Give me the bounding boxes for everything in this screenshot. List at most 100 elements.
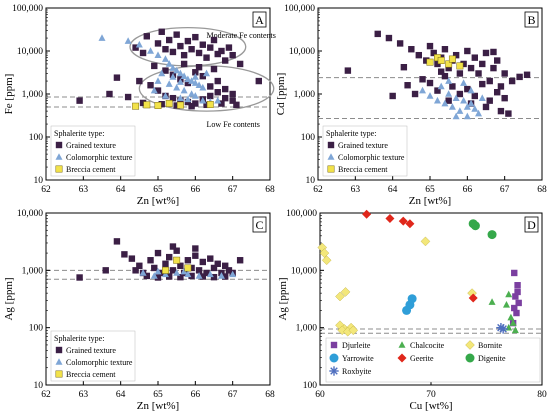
legend-marker-digenite (465, 353, 475, 363)
data-point (419, 76, 426, 83)
legend-box (50, 330, 136, 382)
y-tick-label: 100 (303, 381, 318, 391)
data-point (460, 79, 468, 86)
x-tick-label: 66 (191, 185, 201, 195)
y-axis-label: Fe [ppm] (3, 74, 15, 115)
legend-title: Sphalerite type: (326, 129, 376, 138)
data-point (505, 110, 512, 117)
data-point (445, 60, 453, 68)
data-point (139, 269, 147, 276)
data-point (389, 92, 396, 100)
data-point (471, 105, 479, 112)
y-tick-label: 1,000 (296, 324, 318, 334)
annotation: Moderate Fe contents (207, 31, 276, 40)
data-point (158, 100, 165, 108)
data-point (467, 99, 475, 107)
data-point (456, 90, 464, 98)
legend-marker-djurleite (330, 341, 338, 349)
data-point (255, 77, 262, 85)
data-point (176, 69, 184, 77)
data-point (132, 267, 139, 274)
data-point (150, 86, 158, 94)
data-point (437, 82, 445, 90)
data-point (467, 86, 475, 94)
data-point (225, 44, 233, 51)
series-colomorphic-texture (98, 34, 222, 105)
data-point (188, 46, 195, 53)
x-axis-label: Zn [wt%] (137, 400, 179, 412)
data-point (456, 107, 464, 114)
data-point (165, 80, 173, 87)
x-axis-label: Cu [wt%] (409, 400, 452, 412)
data-point (426, 79, 434, 87)
data-point (482, 103, 490, 111)
data-point (180, 51, 188, 59)
data-point (464, 85, 471, 93)
data-point (169, 94, 177, 102)
data-point (161, 270, 169, 278)
x-tick-label: 67 (228, 390, 238, 400)
data-point (479, 60, 486, 68)
data-point (441, 46, 449, 53)
data-point (233, 101, 240, 109)
data-point (139, 99, 147, 107)
panel-label-box (252, 216, 267, 233)
data-point (236, 257, 244, 264)
data-point (143, 33, 150, 40)
x-tick-label: 67 (228, 185, 238, 195)
data-point (188, 272, 195, 280)
data-point (486, 77, 493, 85)
data-point (396, 40, 404, 47)
data-point (445, 97, 452, 104)
legend-entry: Grained texture (338, 141, 388, 150)
data-point (76, 274, 83, 281)
data-point (76, 97, 83, 104)
data-point (124, 93, 132, 101)
data-point (456, 70, 464, 77)
data-point (210, 36, 218, 44)
data-point (188, 264, 195, 272)
data-point (385, 214, 395, 224)
legend-marker-grained (55, 346, 63, 354)
data-point (184, 95, 192, 103)
legend-marker-breccia (55, 165, 63, 173)
data-point (207, 83, 214, 90)
data-point (169, 267, 177, 274)
data-point (162, 67, 169, 74)
legend-box (325, 337, 541, 383)
data-point (218, 100, 225, 107)
data-point (426, 92, 434, 99)
data-point (173, 66, 181, 74)
data-point (154, 77, 162, 84)
data-point (210, 273, 218, 281)
legend-marker-chalcocite (398, 341, 406, 348)
data-point (199, 41, 206, 48)
legend-marker-grained (55, 141, 63, 149)
data-point (456, 62, 464, 70)
series-yarrowite (402, 294, 417, 315)
x-tick-label: 63 (351, 185, 361, 195)
x-tick-label: 70 (426, 390, 436, 400)
data-point (217, 272, 225, 279)
legend-entry: Colomorphic texture (66, 358, 133, 367)
y-tick-label: 1,000 (294, 90, 316, 100)
data-point (490, 48, 497, 56)
legend-marker-geerite (397, 353, 407, 363)
data-point (173, 269, 181, 276)
data-point (497, 107, 505, 115)
data-point (191, 79, 199, 86)
data-point (177, 273, 184, 281)
data-point (176, 78, 184, 85)
panel-label-box (524, 216, 539, 233)
data-point (151, 264, 158, 272)
data-point (98, 34, 106, 41)
data-point (497, 83, 505, 90)
y-tick-label: 10,000 (17, 47, 43, 57)
data-point (398, 216, 408, 226)
series-digenite (468, 219, 497, 240)
x-axis-label: Zn [wt%] (409, 195, 451, 207)
data-point (434, 87, 441, 94)
y-tick-label: 10,000 (291, 266, 317, 276)
data-point (173, 83, 181, 91)
data-point (404, 82, 411, 89)
